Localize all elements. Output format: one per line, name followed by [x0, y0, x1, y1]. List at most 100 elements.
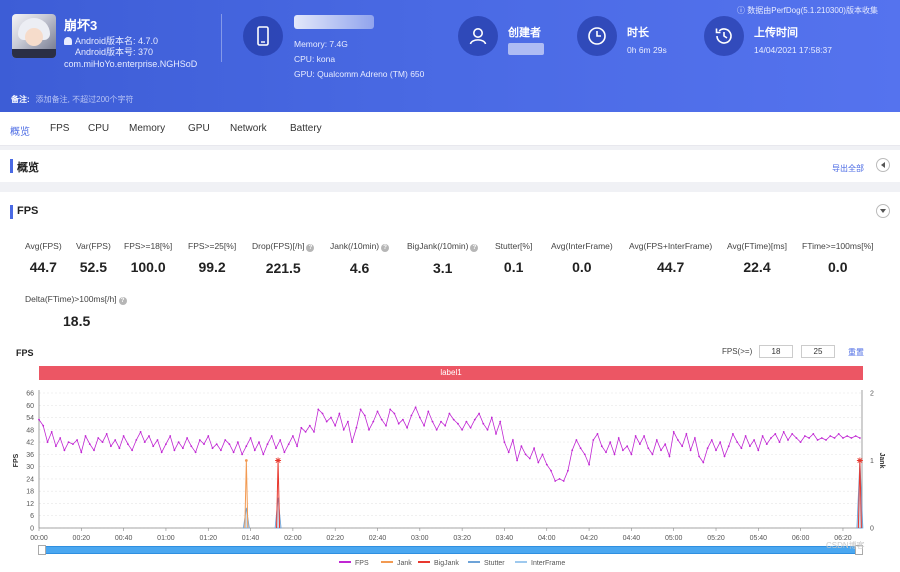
overview-title: 概览	[17, 162, 39, 174]
stat-label: Avg(FPS+InterFrame)	[629, 241, 713, 251]
x-tick-label: 04:20	[580, 535, 598, 542]
stat-label: BigJank(/10min)?	[407, 241, 479, 252]
tab-fps[interactable]: FPS	[50, 123, 70, 134]
android-icon	[64, 37, 72, 45]
help-icon[interactable]: ?	[470, 244, 479, 252]
y-tick-label: 48	[26, 427, 34, 434]
fps-point	[689, 449, 692, 452]
fps-point	[596, 433, 599, 435]
fps-point	[342, 428, 345, 431]
timeline-scrollbar[interactable]	[39, 546, 863, 554]
device-memory: Memory: 7.4G	[294, 39, 348, 49]
fps-point	[609, 441, 612, 443]
remark-label: 备注:	[11, 95, 30, 104]
fps-point	[46, 441, 49, 443]
stat-item: BigJank(/10min)? 3.1	[407, 241, 479, 276]
fps-point	[634, 435, 637, 437]
y-axis-title: FPS	[13, 453, 20, 467]
y-tick-label: 30	[26, 464, 34, 471]
fps-point	[313, 431, 315, 433]
fps-point	[499, 420, 502, 423]
legend-item[interactable]: InterFrame	[515, 560, 565, 567]
remark-input[interactable]: 添加备注, 不超过200个字符	[35, 95, 134, 104]
y-tick-label: 66	[26, 391, 34, 398]
chevron-left-icon[interactable]	[876, 158, 890, 172]
tab-gpu[interactable]: GPU	[188, 123, 210, 134]
help-icon[interactable]: ?	[306, 244, 315, 252]
upload-title: 上传时间	[754, 27, 798, 39]
legend-item[interactable]: FPS	[339, 560, 369, 567]
fps-point	[630, 453, 633, 456]
stat-label: FPS>=18[%]	[124, 241, 173, 251]
fps-point	[435, 428, 438, 431]
tab-cpu[interactable]: CPU	[88, 123, 110, 134]
fps-point	[791, 433, 794, 435]
fps-point	[258, 441, 260, 443]
fps-point	[393, 412, 396, 415]
stat-label: Drop(FPS)[/h]?	[252, 241, 315, 252]
tab-memory[interactable]: Memory	[129, 123, 166, 134]
export-all-link[interactable]: 导出全部	[832, 164, 864, 173]
fps-point	[190, 445, 193, 448]
fps-point	[465, 420, 468, 423]
tab-battery[interactable]: Battery	[290, 123, 322, 134]
fps-point	[583, 453, 586, 456]
scroll-handle-left[interactable]	[38, 545, 46, 555]
fps-point	[397, 422, 400, 425]
bigjank-marker	[856, 457, 863, 464]
tab-network[interactable]: Network	[230, 123, 267, 134]
fps-section-title: FPS	[17, 205, 39, 217]
fps-point	[452, 418, 455, 421]
fps-point	[385, 424, 387, 427]
fps-point	[300, 426, 303, 429]
chevron-down-icon[interactable]	[876, 204, 890, 218]
fps-point	[55, 445, 57, 448]
fps-point	[177, 441, 180, 443]
x-tick-label: 02:00	[284, 535, 302, 542]
stat-label: Avg(InterFrame)	[551, 241, 613, 251]
stat-item: FPS>=18[%] 100.0	[124, 241, 172, 275]
fps-point	[275, 447, 277, 450]
fps-point	[440, 420, 442, 423]
y2-tick-label: 2	[870, 391, 874, 398]
fps-point	[321, 412, 324, 415]
fps-section-header: FPS	[0, 196, 900, 228]
fps-point	[122, 435, 125, 437]
stat-value: 0.0	[828, 259, 848, 275]
stat-label: Avg(FPS)	[25, 241, 62, 251]
x-tick-label: 04:00	[538, 535, 556, 542]
stat-value: 44.7	[29, 259, 57, 275]
app-name: 崩坏3	[64, 18, 98, 33]
label-bar[interactable]: label1	[39, 366, 863, 380]
fps-point	[203, 443, 205, 445]
y-tick-label: 36	[26, 452, 34, 459]
fps-point	[220, 449, 222, 452]
legend-item[interactable]: BigJank	[418, 560, 459, 567]
fps-point	[698, 455, 700, 458]
fps-threshold-input-1[interactable]	[759, 345, 793, 358]
fps-point	[376, 410, 379, 413]
help-icon[interactable]: ?	[118, 297, 127, 305]
y2-tick-label: 1	[870, 458, 874, 465]
jank-marker	[244, 459, 248, 462]
fps-point	[389, 408, 392, 411]
fps-threshold-input-2[interactable]	[801, 345, 835, 358]
fps-point	[194, 451, 197, 454]
fps-point	[799, 441, 802, 443]
help-icon[interactable]: ?	[381, 244, 390, 252]
fps-point	[812, 433, 815, 435]
scroll-handle-right[interactable]	[855, 545, 863, 555]
fps-point	[541, 453, 544, 456]
fps-point	[820, 437, 823, 439]
stat-value: 221.5	[265, 260, 301, 276]
fps-point	[672, 431, 675, 433]
reset-button[interactable]: 重置	[848, 348, 864, 357]
legend-item[interactable]: Jank	[381, 560, 412, 567]
tab-overview[interactable]: 概览	[10, 123, 30, 150]
fps-point	[727, 445, 730, 448]
legend-item[interactable]: Stutter	[468, 560, 505, 567]
stat-label: Avg(FTime)[ms]	[727, 241, 787, 251]
app-icon-face	[25, 28, 43, 46]
fps-point	[304, 431, 307, 433]
